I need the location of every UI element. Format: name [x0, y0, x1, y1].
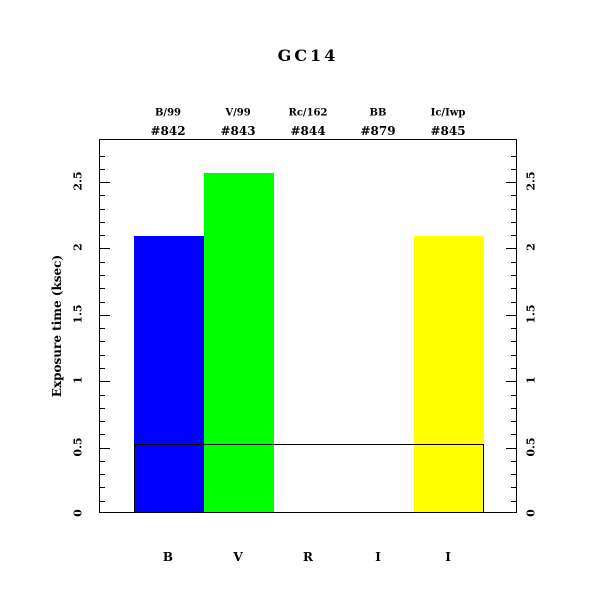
minor-tick-left [100, 275, 105, 276]
filter-id-label: #844 [290, 124, 326, 138]
ytick-label-left: 2 [71, 243, 85, 251]
minor-tick-left [100, 169, 105, 170]
major-tick-right [506, 448, 516, 449]
filter-name-label: V/99 [225, 107, 251, 119]
minor-tick-left [100, 501, 105, 502]
filter-id-label: #845 [430, 124, 466, 138]
minor-tick-left [100, 195, 105, 196]
ytick-label-right: 2 [524, 243, 538, 251]
minor-tick-left [100, 487, 105, 488]
major-tick-right [506, 248, 516, 249]
filter-name-label: B/99 [154, 107, 182, 119]
minor-tick-left [100, 235, 105, 236]
minor-tick-left [100, 262, 105, 263]
major-tick-right [506, 315, 516, 316]
minor-tick-left [100, 474, 105, 475]
minor-tick-left [100, 341, 105, 342]
minor-tick-left [100, 395, 105, 396]
minor-tick-right [511, 474, 516, 475]
ytick-label-left: 1.5 [71, 304, 85, 324]
minor-tick-right [511, 408, 516, 409]
ytick-label-right: 1 [524, 376, 538, 384]
major-tick-left [100, 315, 110, 316]
filter-name-label: Rc/162 [288, 107, 328, 119]
ytick-label-right: 0.5 [524, 437, 538, 457]
filter-name-label: Ic/Iwp [430, 107, 466, 119]
bar-i-4 [414, 236, 484, 512]
minor-tick-left [100, 288, 105, 289]
ytick-label-right: 0 [524, 509, 538, 517]
ytick-label-left: 0.5 [71, 437, 85, 457]
minor-tick-right [511, 169, 516, 170]
x-category-label-i: I [445, 550, 451, 564]
major-tick-left [100, 182, 110, 183]
minor-tick-right [511, 275, 516, 276]
minor-tick-right [511, 288, 516, 289]
major-tick-right [506, 381, 516, 382]
major-tick-left [100, 248, 110, 249]
minor-tick-right [511, 235, 516, 236]
ytick-label-left: 1 [71, 376, 85, 384]
filter-name-label: BB [369, 107, 387, 119]
major-tick-left [100, 381, 110, 382]
minor-tick-left [100, 355, 105, 356]
ytick-label-right: 2.5 [524, 171, 538, 191]
major-tick-left [100, 448, 110, 449]
minor-tick-left [100, 421, 105, 422]
minor-tick-right [511, 487, 516, 488]
minor-tick-right [511, 501, 516, 502]
chart-title: GC14 [277, 46, 339, 65]
minor-tick-right [511, 222, 516, 223]
minor-tick-right [511, 461, 516, 462]
ytick-label-left: 2.5 [71, 171, 85, 191]
minor-tick-right [511, 302, 516, 303]
minor-tick-right [511, 328, 516, 329]
minor-tick-left [100, 408, 105, 409]
filter-id-label: #842 [150, 124, 186, 138]
ytick-label-right: 1.5 [524, 304, 538, 324]
minor-tick-right [511, 262, 516, 263]
outline-bar [134, 444, 484, 512]
minor-tick-right [511, 434, 516, 435]
filter-id-label: #879 [360, 124, 396, 138]
minor-tick-right [511, 156, 516, 157]
bar-v-1 [204, 173, 274, 512]
minor-tick-left [100, 434, 105, 435]
minor-tick-right [511, 395, 516, 396]
minor-tick-left [100, 222, 105, 223]
major-tick-right [506, 182, 516, 183]
minor-tick-right [511, 368, 516, 369]
minor-tick-right [511, 421, 516, 422]
minor-tick-right [511, 341, 516, 342]
ytick-label-left: 0 [71, 509, 85, 517]
x-category-label-r: R [303, 550, 313, 564]
x-category-label-v: V [233, 550, 243, 564]
plot-area [99, 139, 517, 513]
x-category-label-b: B [162, 550, 174, 564]
minor-tick-left [100, 461, 105, 462]
filter-id-label: #843 [220, 124, 256, 138]
bar-b-0 [134, 236, 204, 512]
minor-tick-left [100, 328, 105, 329]
minor-tick-left [100, 368, 105, 369]
minor-tick-right [511, 195, 516, 196]
minor-tick-left [100, 209, 105, 210]
x-category-label-i: I [375, 550, 381, 564]
minor-tick-left [100, 302, 105, 303]
minor-tick-left [100, 156, 105, 157]
minor-tick-right [511, 355, 516, 356]
minor-tick-right [511, 209, 516, 210]
y-axis-label: Exposure time (ksec) [50, 254, 64, 398]
